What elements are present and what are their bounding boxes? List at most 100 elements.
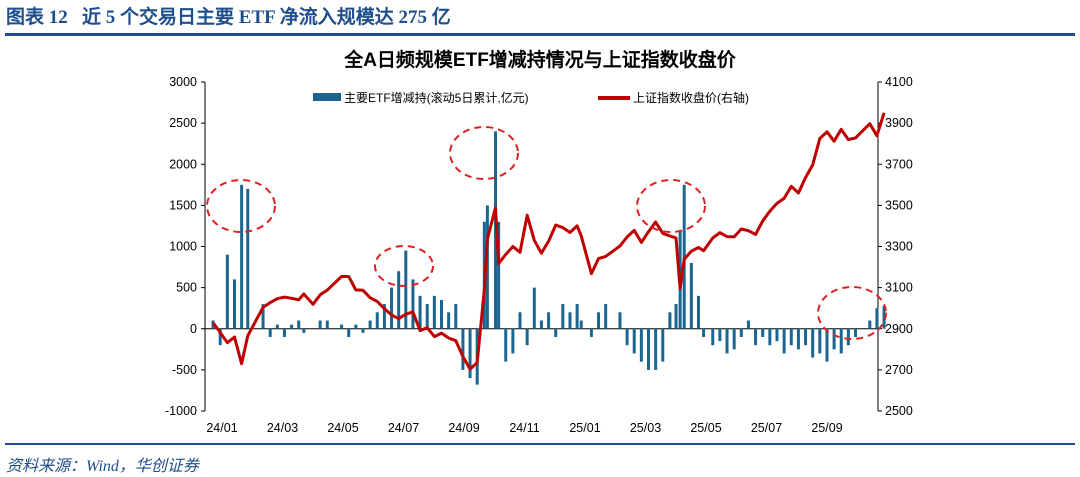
etf-flow-bar — [454, 304, 458, 329]
etf-flow-bar — [775, 328, 779, 342]
left-tick-label: 500 — [176, 281, 197, 295]
right-tick-label: 3500 — [885, 198, 913, 212]
etf-flow-bar — [718, 328, 722, 342]
left-tick-label: 2500 — [169, 116, 197, 130]
etf-flow-bar — [604, 304, 608, 329]
legend-bar-label: 主要ETF增减持(滚动5日累计,亿元) — [344, 90, 529, 105]
footer-rule — [5, 443, 1075, 445]
etf-flow-bar — [547, 312, 551, 329]
left-tick-label: 1500 — [169, 198, 197, 212]
etf-flow-bar — [397, 271, 401, 329]
etf-flow-bar — [854, 328, 858, 337]
right-tick-label: 2900 — [885, 322, 913, 336]
etf-flow-bar — [589, 328, 593, 337]
etf-flow-bar — [525, 328, 529, 346]
right-tick-label: 4100 — [885, 75, 913, 89]
etf-flow-bar — [702, 328, 706, 337]
etf-flow-bar — [754, 328, 758, 346]
highlight-ellipse — [206, 179, 276, 233]
etf-flow-bar — [511, 328, 515, 354]
x-tick-label: 25/01 — [569, 421, 600, 435]
etf-flow-bar — [839, 328, 843, 354]
etf-flow-bar — [789, 328, 793, 346]
right-tick-label: 3100 — [885, 281, 913, 295]
x-tick-label: 24/03 — [267, 421, 298, 435]
etf-flow-bar — [711, 328, 715, 346]
left-tick-label: 3000 — [169, 75, 197, 89]
etf-flow-bar — [390, 287, 394, 329]
etf-flow-bar — [654, 328, 658, 370]
etf-flow-bar — [868, 320, 872, 329]
etf-flow-bar — [232, 279, 236, 329]
etf-flow-bar — [696, 295, 700, 329]
etf-flow-bar — [302, 328, 306, 333]
legend-bar-swatch — [313, 93, 341, 101]
left-tick-label: 2000 — [169, 157, 197, 171]
etf-flow-bar — [825, 328, 829, 362]
etf-flow-bar — [318, 320, 322, 329]
etf-flow-bar — [539, 320, 543, 329]
etf-flow-bar — [782, 328, 786, 354]
x-tick-label: 24/09 — [448, 421, 479, 435]
etf-flow-bar — [804, 328, 808, 346]
etf-flow-bar — [597, 312, 601, 329]
etf-flow-bar — [225, 254, 229, 329]
x-tick-label: 24/05 — [327, 421, 358, 435]
etf-flow-bar — [411, 279, 415, 329]
etf-flow-bar — [340, 324, 344, 329]
etf-flow-bar — [846, 328, 850, 346]
left-tick-label: -1000 — [165, 404, 197, 418]
left-tick-label: 1000 — [169, 240, 197, 254]
etf-flow-bar — [440, 299, 443, 329]
etf-flow-bar — [354, 324, 358, 329]
etf-flow-bar — [485, 205, 489, 329]
right-tick-label: 3700 — [885, 157, 913, 171]
figure-label: 图表 12 — [6, 7, 68, 28]
etf-flow-bar — [468, 328, 472, 379]
etf-flow-bar — [325, 320, 329, 329]
etf-flow-bar — [218, 328, 222, 346]
etf-flow-bar — [425, 304, 429, 329]
etf-flow-bar — [554, 328, 558, 337]
etf-flow-bar — [404, 250, 408, 329]
etf-flow-bar — [668, 312, 672, 329]
etf-flow-bar — [575, 304, 579, 329]
etf-flow-bar — [361, 328, 365, 333]
etf-flow-bar — [418, 295, 422, 329]
highlight-ellipse — [636, 179, 706, 233]
etf-flow-bar — [618, 312, 622, 329]
x-tick-label: 25/09 — [811, 421, 842, 435]
highlight-ellipse — [817, 286, 887, 340]
etf-flow-bar — [240, 184, 244, 329]
etf-flow-bar — [732, 328, 736, 350]
etf-flow-bar — [568, 312, 572, 329]
etf-flow-bar — [739, 328, 743, 337]
etf-flow-bar — [432, 295, 436, 329]
highlight-ellipse — [449, 126, 519, 180]
highlight-ellipse — [374, 245, 434, 287]
etf-flow-bar — [275, 324, 279, 329]
figure-header: 图表 12 近 5 个交易日主要 ETF 净流入规模达 275 亿 — [6, 2, 451, 29]
etf-flow-bar — [661, 328, 665, 362]
x-tick-label: 25/05 — [690, 421, 721, 435]
header-rule — [5, 33, 1075, 36]
etf-flow-bar — [674, 304, 678, 329]
right-tick-label: 2700 — [885, 363, 913, 377]
etf-flow-bar — [497, 221, 501, 329]
etf-flow-bar — [818, 328, 822, 354]
etf-flow-bar — [768, 328, 772, 346]
etf-flow-bar — [268, 328, 272, 337]
etf-flow-bar — [261, 304, 265, 329]
etf-flow-bar — [282, 328, 286, 337]
etf-flow-bar — [761, 328, 765, 337]
right-tick-label: 3300 — [885, 240, 913, 254]
etf-flow-bar — [632, 328, 636, 354]
etf-flow-bar — [746, 320, 750, 329]
etf-flow-bar — [647, 328, 651, 370]
etf-flow-bar — [532, 287, 536, 329]
left-tick-label: 0 — [190, 322, 197, 336]
etf-flow-bar — [689, 262, 693, 329]
etf-flow-bar — [561, 304, 565, 329]
x-tick-label: 24/11 — [509, 421, 539, 435]
